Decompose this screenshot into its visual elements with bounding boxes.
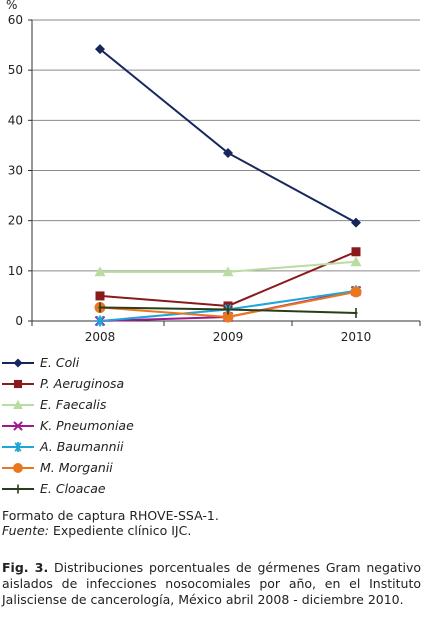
series-e-cloacae [98, 302, 358, 318]
y-tick-label: 20 [8, 214, 23, 228]
legend-label: E. Cloacae [40, 481, 106, 496]
chart-legend: E. Coli P. Aeruginosa E. Faecalis K. Pneumo… [0, 352, 220, 499]
series-e-coli [95, 44, 361, 228]
legend-swatch [2, 484, 34, 493]
legend-marker [13, 420, 23, 431]
data-point [94, 315, 106, 327]
legend-label: E. Coli [40, 355, 80, 370]
y-tick-label: 10 [8, 264, 23, 278]
legend-swatch [2, 420, 34, 431]
data-point [223, 147, 233, 158]
data-point [222, 266, 234, 277]
data-point [98, 302, 102, 313]
source-fuente-line: Fuente: Expediente clínico IJC. [2, 523, 219, 538]
legend-marker [13, 462, 23, 473]
figure-caption: Fig. 3. Distribuciones porcentuales de g… [2, 560, 421, 608]
legend-item: P. Aeruginosa [0, 373, 220, 394]
fuente-label: Fuente: [2, 523, 50, 538]
data-point [350, 256, 362, 267]
data-point [354, 307, 358, 318]
y-tick-label: 40 [8, 113, 23, 127]
data-point [351, 247, 361, 257]
fuente-text: Expediente clínico IJC. [49, 523, 192, 538]
legend-swatch [2, 358, 34, 367]
y-tick-label: 60 [8, 13, 23, 27]
legend-swatch [2, 399, 34, 409]
y-axis-label: % [6, 0, 17, 12]
series-p-aeruginosa [95, 247, 361, 311]
series-e-faecalis [94, 256, 362, 277]
legend-item: A. Baumannii [0, 436, 220, 457]
legend-label: K. Pneumoniae [40, 418, 134, 433]
series-line [99, 48, 357, 224]
legend-marker [13, 441, 23, 452]
x-tick-label: 2010 [341, 330, 372, 344]
data-point [351, 217, 361, 228]
legend-label: M. Morganii [40, 460, 113, 475]
x-tick-label: 2008 [85, 330, 116, 344]
data-point [226, 304, 230, 315]
source-format-line: Formato de captura RHOVE-SSA-1. [2, 508, 219, 523]
legend-swatch [2, 379, 34, 388]
legend-item: E. Coli [0, 352, 220, 373]
line-chart: 0 10 20 30 40 50 60% 2008 2009 2010 [6, 0, 421, 344]
x-tick-label: 2009 [213, 330, 244, 344]
legend-item: E. Cloacae [0, 478, 220, 499]
data-point [350, 286, 362, 298]
y-tick-label: 0 [15, 314, 23, 328]
caption-label: Fig. 3. [2, 560, 49, 575]
legend-marker [13, 399, 23, 409]
y-tick-label: 30 [8, 164, 23, 178]
legend-marker [13, 379, 23, 388]
legend-swatch [2, 462, 34, 473]
legend-label: A. Baumannii [40, 439, 124, 454]
legend-swatch [2, 441, 34, 452]
legend-item: M. Morganii [0, 457, 220, 478]
y-tick-label: 50 [8, 63, 23, 77]
legend-item: E. Faecalis [0, 394, 220, 415]
source-note: Formato de captura RHOVE-SSA-1. Fuente: … [2, 508, 219, 538]
data-point [95, 291, 105, 301]
legend-label: P. Aeruginosa [40, 376, 125, 391]
data-point [94, 266, 106, 277]
legend-item: K. Pneumoniae [0, 415, 220, 436]
data-point [222, 311, 234, 323]
legend-marker [13, 358, 23, 367]
data-point [95, 44, 105, 55]
legend-label: E. Faecalis [40, 397, 107, 412]
legend-marker [16, 484, 20, 493]
caption-text: Distribuciones porcentuales de gérmenes … [2, 560, 421, 607]
